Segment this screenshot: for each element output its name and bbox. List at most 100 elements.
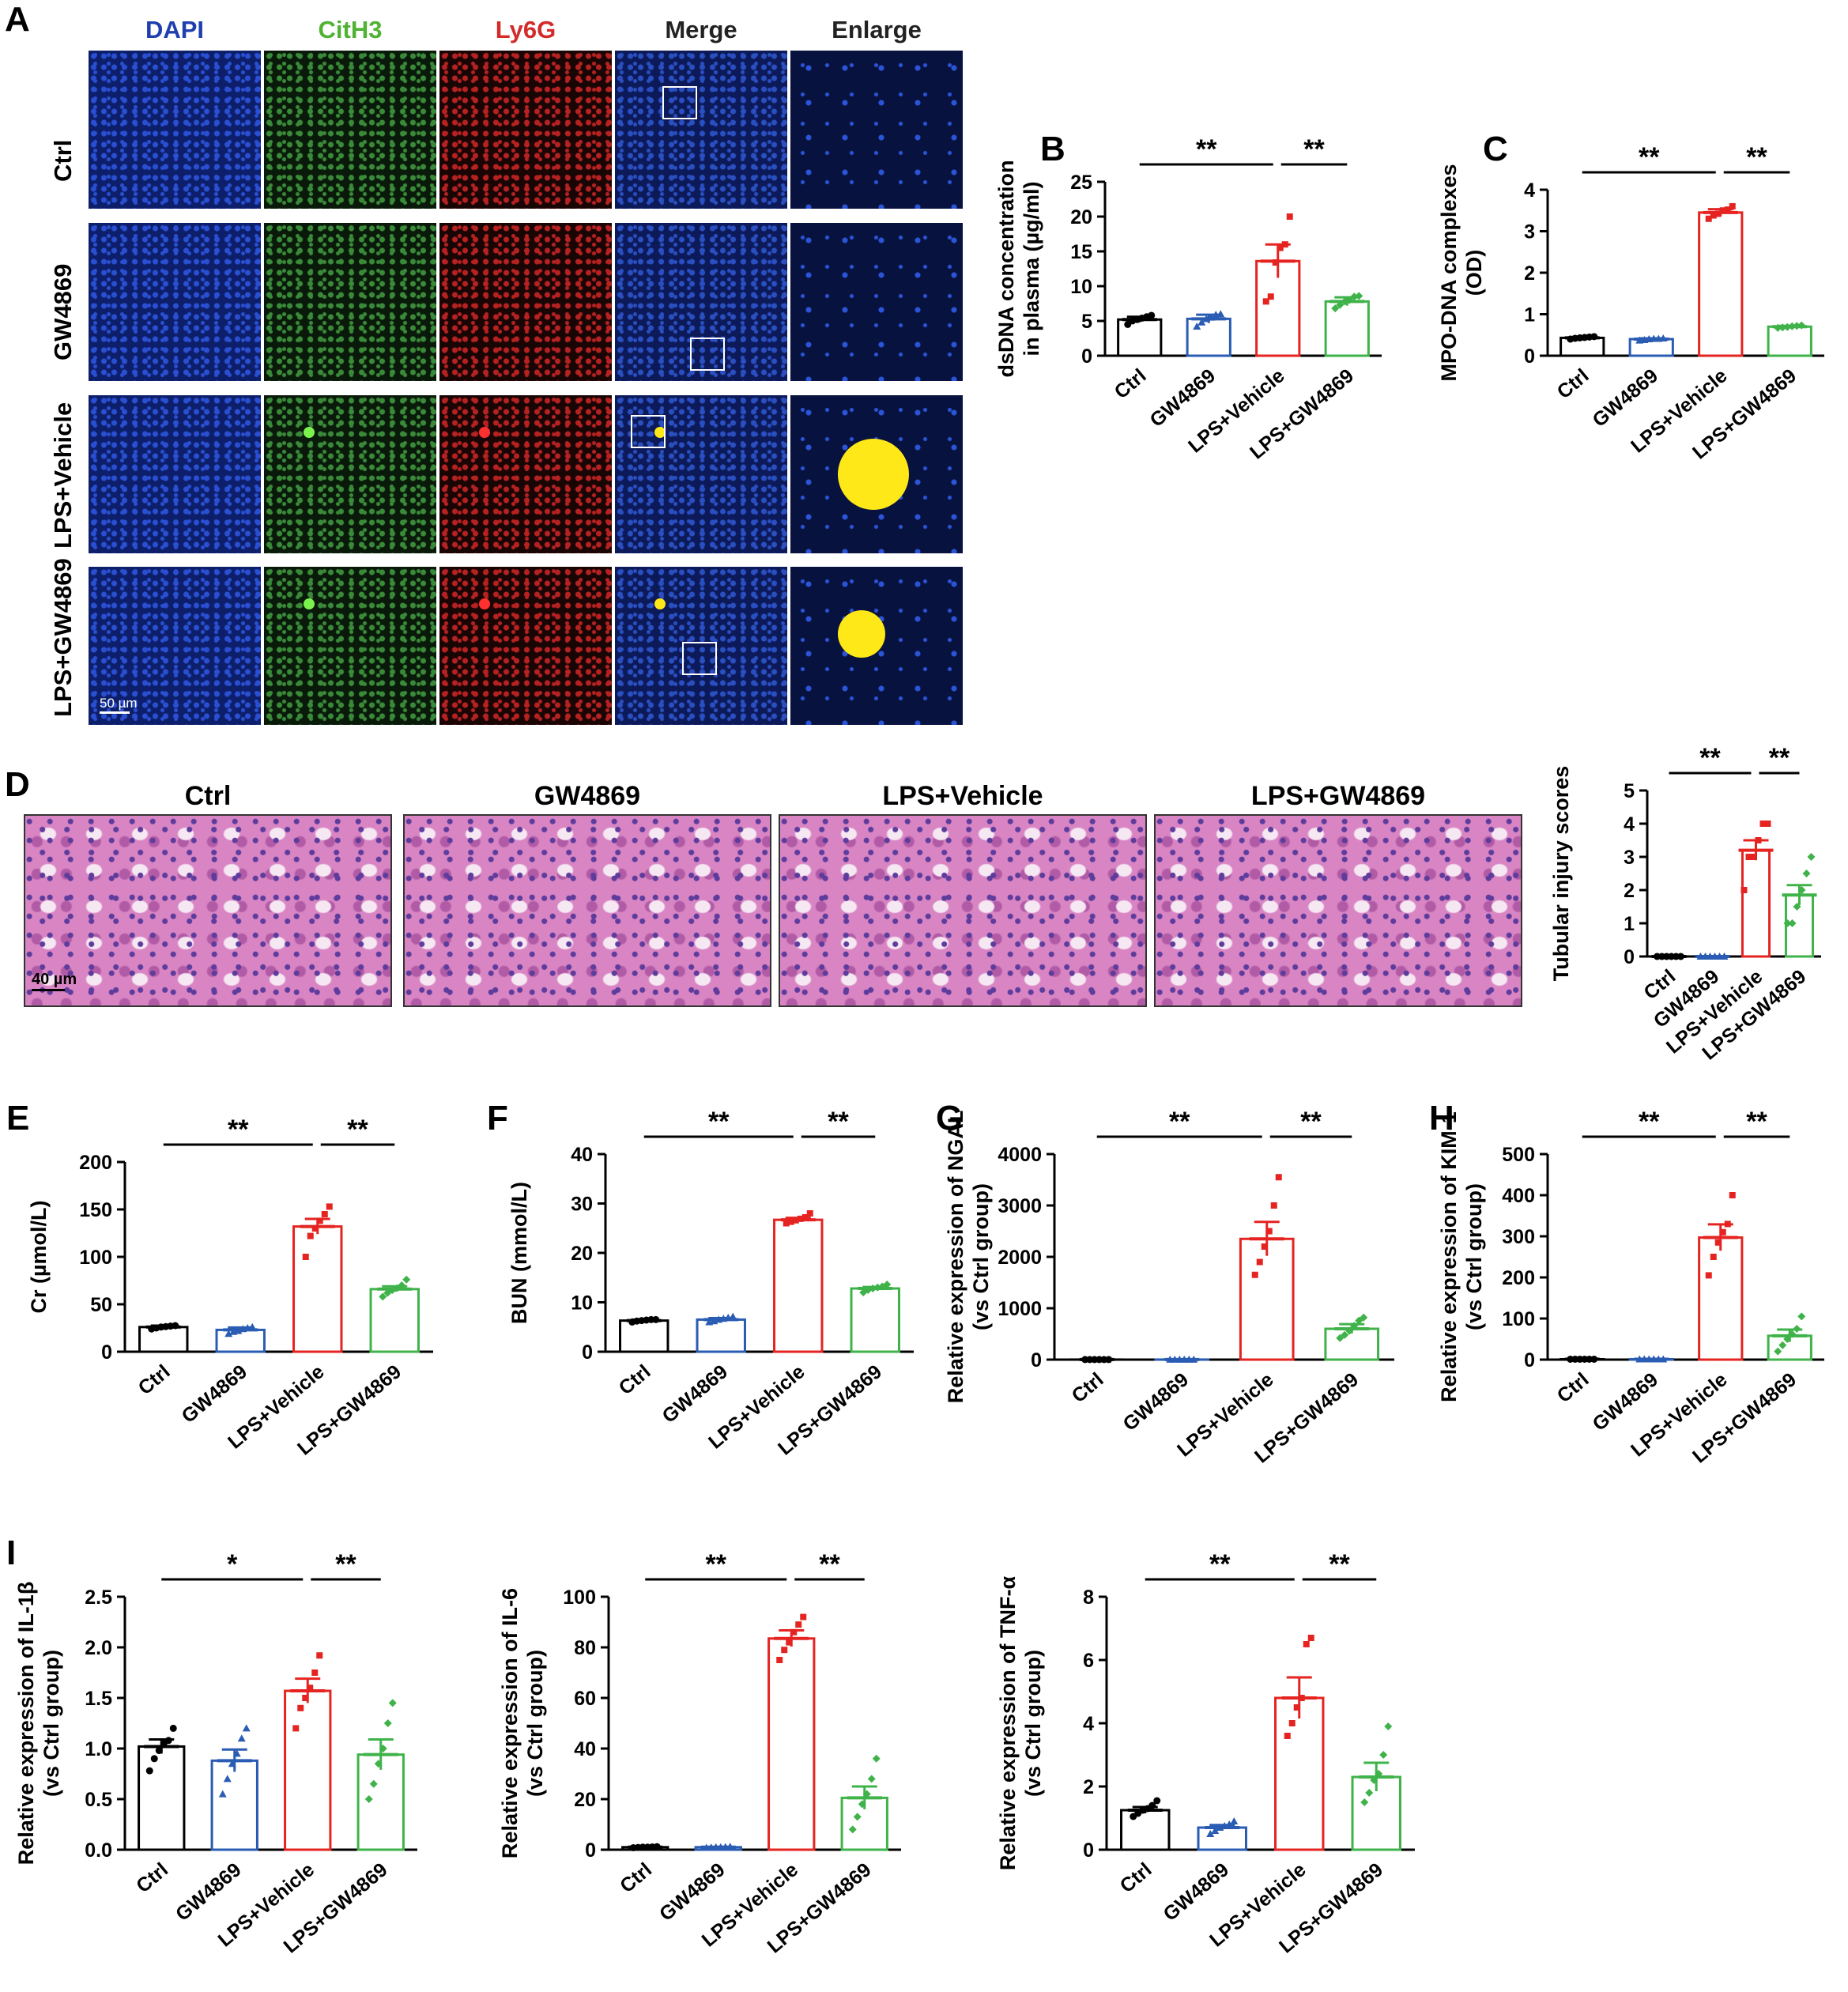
data-point — [1216, 310, 1225, 318]
y-tick-label: 0.5 — [85, 1789, 112, 1811]
x-tick-label: Ctrl — [1068, 1368, 1108, 1407]
y-tick-label: 500 — [1502, 1144, 1535, 1166]
data-point — [1211, 1827, 1220, 1834]
significance-label: ** — [1303, 134, 1325, 164]
x-tick-label: Ctrl — [1553, 1368, 1593, 1407]
micrograph-cith3-gw4869 — [264, 223, 436, 381]
x-tick-label: Ctrl — [1116, 1858, 1156, 1897]
y-tick-label: 40 — [574, 1738, 596, 1760]
y-axis-label: Tubular injury scores — [1549, 766, 1573, 982]
data-point — [1288, 1720, 1295, 1726]
data-point — [1720, 953, 1729, 960]
y-tick-label: 4000 — [998, 1144, 1042, 1166]
signal-cluster — [304, 598, 315, 609]
data-point — [883, 1281, 892, 1288]
he-image-ctrl — [24, 814, 392, 1007]
data-point — [1370, 1776, 1378, 1784]
x-tick-label: GW4869 — [1119, 1368, 1194, 1436]
y-tick-label: 1.5 — [85, 1688, 112, 1710]
data-point — [1783, 1335, 1792, 1343]
bar-ctrl — [138, 1745, 186, 1851]
bar-ctrl — [619, 1319, 669, 1353]
y-tick-label: 0 — [1081, 345, 1092, 368]
y-axis-label: (vs Ctrl group) — [40, 1650, 63, 1797]
channel-label-cith3: CitH3 — [318, 16, 383, 43]
x-tick-label: Ctrl — [134, 1360, 175, 1399]
bar-gw4869 — [210, 1759, 258, 1851]
data-point — [776, 1657, 783, 1663]
data-point — [1193, 323, 1201, 330]
data-point — [1793, 1325, 1801, 1333]
micrograph-ly6g-gw4869 — [439, 223, 612, 381]
data-point — [1677, 953, 1684, 960]
data-point — [1303, 1641, 1310, 1647]
data-point — [369, 1779, 378, 1788]
data-point — [781, 1647, 788, 1654]
micrograph-enlarge-lps-vehicle — [790, 395, 963, 553]
y-tick-label: 0 — [101, 1341, 112, 1364]
y-tick-label: 6 — [1083, 1650, 1094, 1672]
he-label-ctrl: Ctrl — [184, 781, 232, 811]
bar-lps-vehicle — [292, 1225, 343, 1353]
data-point — [1729, 1192, 1736, 1198]
data-point — [1793, 322, 1801, 330]
data-point — [393, 1284, 402, 1292]
data-point — [1350, 1322, 1359, 1330]
data-point — [1365, 1789, 1374, 1797]
bar-lps-vehicle — [1274, 1696, 1325, 1851]
bar-lps-vehicle — [773, 1218, 824, 1353]
data-point — [1724, 1220, 1731, 1228]
data-point — [1251, 1271, 1258, 1278]
data-point — [1659, 1355, 1668, 1363]
bar-chart-g: 0 1000 2000 3000 4000 Relative expression of … — [944, 1107, 1394, 1468]
he-image-gw4869 — [403, 814, 771, 1007]
micrograph-merge-ctrl — [615, 51, 787, 209]
significance-label: ** — [335, 1549, 356, 1579]
data-point — [1729, 203, 1736, 209]
data-point — [1262, 298, 1269, 305]
data-point — [1759, 821, 1767, 827]
data-point — [237, 1734, 246, 1742]
y-tick-label: 5 — [1624, 780, 1635, 802]
y-tick-label: 200 — [1502, 1267, 1535, 1289]
data-point — [1286, 213, 1293, 220]
micrograph-ly6g-lps-vehicle — [439, 395, 612, 553]
data-point — [787, 1218, 794, 1225]
significance-label: * — [227, 1549, 238, 1579]
y-tick-label: 3 — [1624, 847, 1635, 869]
y-tick-label: 15 — [1070, 241, 1092, 263]
y-axis-label: (vs Ctrl group) — [969, 1183, 993, 1330]
bar-lps-gw4869 — [1324, 1327, 1380, 1361]
micrograph-merge-lps-vehicle — [615, 395, 787, 553]
data-point — [150, 1755, 158, 1763]
zoom-box — [662, 86, 697, 119]
data-point — [801, 1214, 809, 1220]
data-point — [224, 1330, 233, 1337]
data-point — [1265, 1228, 1273, 1235]
y-tick-label: 200 — [79, 1152, 112, 1174]
y-tick-label: 1000 — [998, 1298, 1042, 1320]
data-point — [795, 1621, 802, 1628]
micrograph-merge-gw4869 — [615, 223, 787, 381]
y-tick-label: 150 — [79, 1199, 112, 1221]
data-point — [1345, 296, 1354, 304]
y-tick-label: 80 — [574, 1637, 596, 1659]
y-tick-label: 300 — [1502, 1226, 1535, 1248]
data-point — [1705, 1272, 1712, 1279]
significance-label: ** — [1639, 1107, 1660, 1137]
micrograph-cith3-lps-gw4869 — [264, 567, 436, 725]
y-axis-label: Relative expression of KIM-1 — [1437, 1111, 1461, 1402]
data-point — [1284, 1733, 1291, 1739]
data-point — [172, 1322, 179, 1330]
x-tick-label: Ctrl — [615, 1360, 655, 1399]
data-point — [223, 1775, 232, 1783]
significance-label: ** — [708, 1107, 730, 1137]
y-tick-label: 400 — [1502, 1185, 1535, 1207]
data-point — [402, 1275, 411, 1284]
data-point — [653, 1843, 661, 1851]
he-image-lps-gw4869 — [1154, 814, 1522, 1007]
bar-gw4869 — [696, 1318, 746, 1353]
